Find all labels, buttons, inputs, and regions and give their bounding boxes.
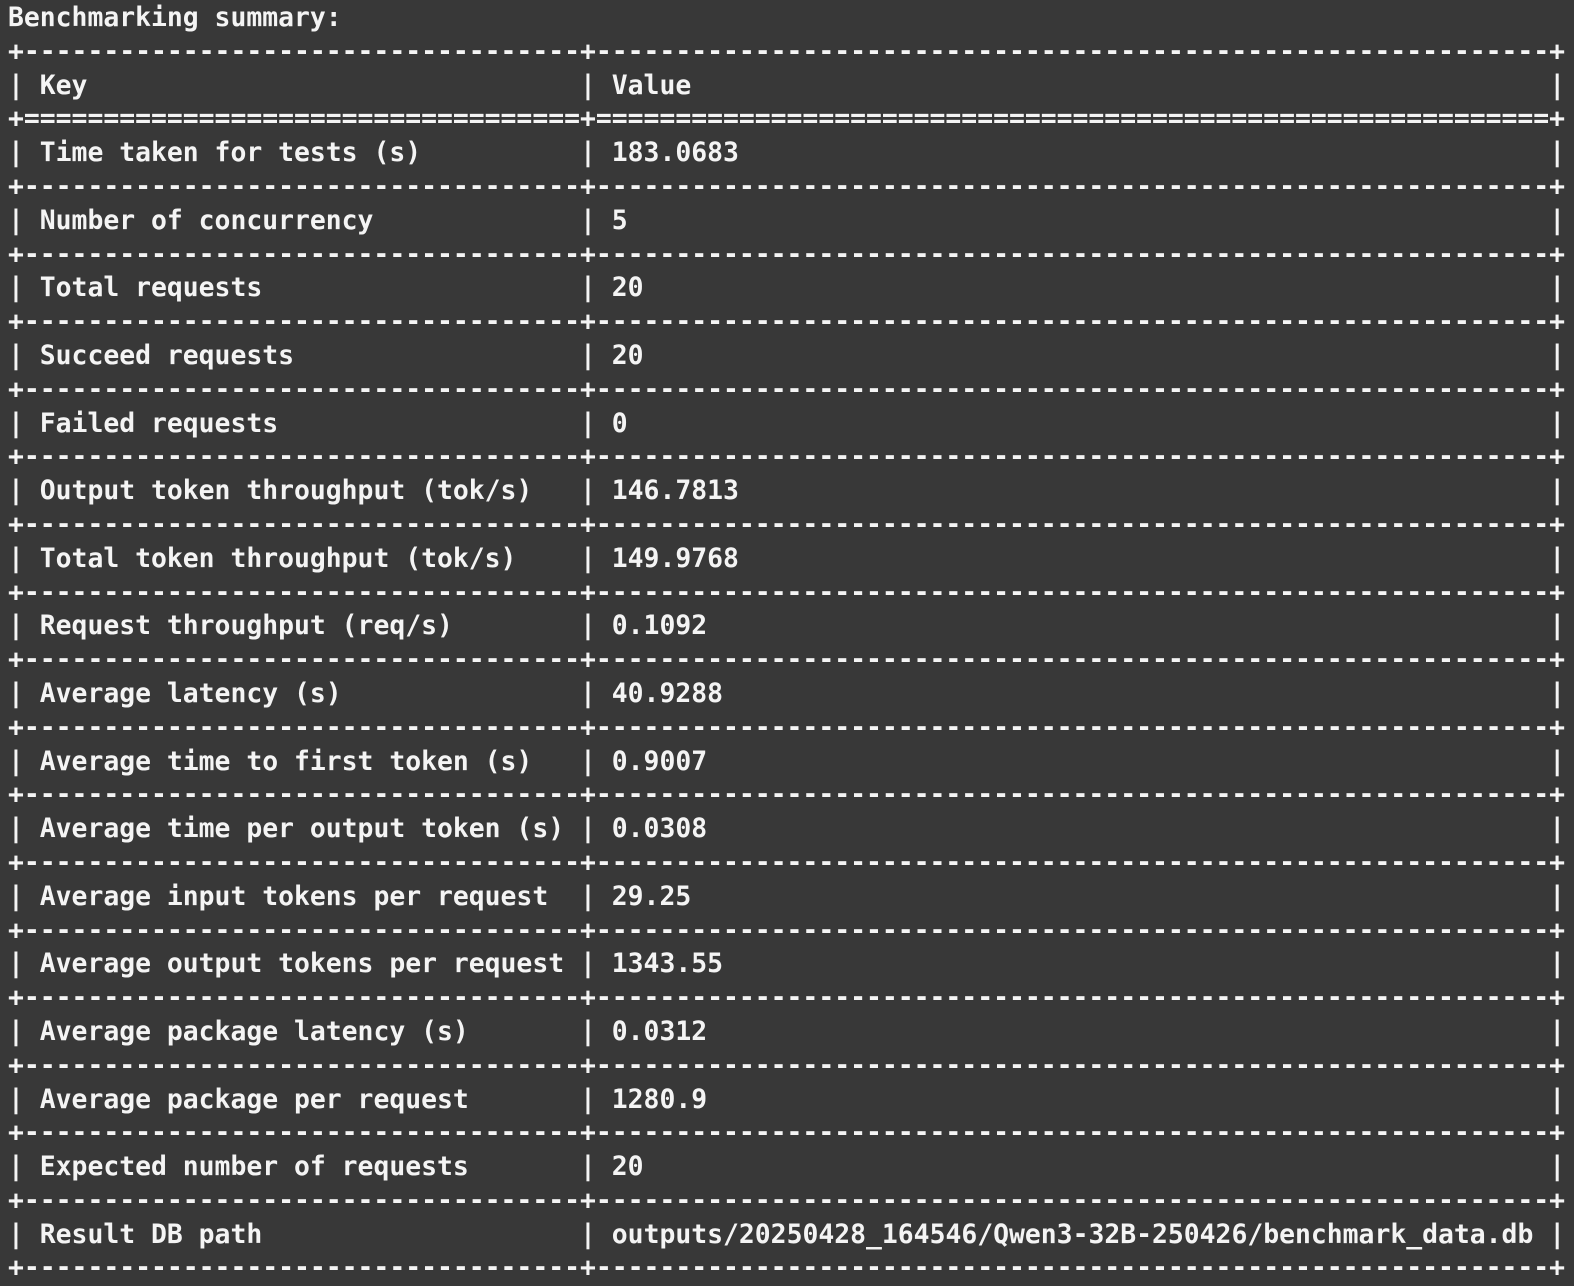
table-header-separator: +===================================+===… [8, 103, 1566, 135]
key-cell: Average time per output token (s) [39, 813, 565, 845]
value-cell: 0.0312 [611, 1015, 708, 1047]
value-cell: 1343.55 [611, 948, 724, 980]
key-cell: Time taken for tests (s) [39, 137, 422, 169]
column-header-value: Value [611, 69, 692, 101]
row-separator: +-----------------------------------+---… [8, 1117, 1566, 1149]
table-top-border: +-----------------------------------+---… [8, 35, 1566, 67]
row-separator: +-----------------------------------+---… [8, 1184, 1566, 1216]
value-cell: 29.25 [611, 880, 692, 912]
row-separator: +-----------------------------------+---… [8, 576, 1566, 608]
key-cell: Output token throughput (tok/s) [39, 475, 533, 507]
key-cell: Total token throughput (tok/s) [39, 542, 517, 574]
benchmark-summary-table: +-----------------------------------+---… [8, 35, 1574, 1285]
table-row: | Time taken for tests (s) | 183.0683 | [8, 137, 1566, 169]
value-cell: outputs/20250428_164546/Qwen3-32B-250426… [611, 1218, 1534, 1250]
key-cell: Succeed requests [39, 339, 294, 371]
value-cell: 20 [611, 1151, 644, 1183]
key-cell: Average package latency (s) [39, 1015, 469, 1047]
table-row: | Request throughput (req/s) | 0.1092 | [8, 610, 1566, 642]
key-cell: Expected number of requests [39, 1151, 469, 1183]
row-separator: +-----------------------------------+---… [8, 1252, 1566, 1284]
table-row: | Average package latency (s) | 0.0312 | [8, 1015, 1566, 1047]
row-separator: +-----------------------------------+---… [8, 170, 1566, 202]
table-row: | Expected number of requests | 20 | [8, 1151, 1566, 1183]
table-row: | Output token throughput (tok/s) | 146.… [8, 475, 1566, 507]
value-cell: 0.1092 [611, 610, 708, 642]
row-separator: +-----------------------------------+---… [8, 441, 1566, 473]
table-row: | Average latency (s) | 40.9288 | [8, 677, 1566, 709]
table-row: | Total requests | 20 | [8, 272, 1566, 304]
value-cell: 183.0683 [611, 137, 739, 169]
key-cell: Number of concurrency [39, 204, 374, 236]
value-cell: 149.9768 [611, 542, 739, 574]
table-row: | Succeed requests | 20 | [8, 339, 1566, 371]
table-row: | Average time per output token (s) | 0.… [8, 813, 1566, 845]
table-row: | Total token throughput (tok/s) | 149.9… [8, 542, 1566, 574]
row-separator: +-----------------------------------+---… [8, 711, 1566, 743]
key-cell: Average package per request [39, 1083, 469, 1115]
table-row: | Failed requests | 0 | [8, 407, 1566, 439]
key-cell: Average time to first token (s) [39, 745, 533, 777]
value-cell: 1280.9 [611, 1083, 708, 1115]
value-cell: 0.9007 [611, 745, 708, 777]
table-row: | Average input tokens per request | 29.… [8, 880, 1566, 912]
row-separator: +-----------------------------------+---… [8, 238, 1566, 270]
key-cell: Average output tokens per request [39, 948, 565, 980]
row-separator: +-----------------------------------+---… [8, 508, 1566, 540]
row-separator: +-----------------------------------+---… [8, 1049, 1566, 1081]
value-cell: 5 [611, 204, 628, 236]
value-cell: 20 [611, 272, 644, 304]
row-separator: +-----------------------------------+---… [8, 306, 1566, 338]
key-cell: Average latency (s) [39, 677, 342, 709]
column-header-key: Key [39, 69, 88, 101]
table-row: | Number of concurrency | 5 | [8, 204, 1566, 236]
value-cell: 40.9288 [611, 677, 724, 709]
value-cell: 20 [611, 339, 644, 371]
key-cell: Request throughput (req/s) [39, 610, 453, 642]
table-header-row: | Key | Value | [8, 69, 1566, 101]
row-separator: +-----------------------------------+---… [8, 914, 1566, 946]
table-row: | Average output tokens per request | 13… [8, 948, 1566, 980]
value-cell: 0.0308 [611, 813, 708, 845]
key-cell: Total requests [39, 272, 263, 304]
table-row: | Average time to first token (s) | 0.90… [8, 745, 1566, 777]
row-separator: +-----------------------------------+---… [8, 779, 1566, 811]
row-separator: +-----------------------------------+---… [8, 846, 1566, 878]
table-row: | Average package per request | 1280.9 | [8, 1083, 1566, 1115]
key-cell: Result DB path [39, 1218, 263, 1250]
table-row: | Result DB path | outputs/20250428_1645… [8, 1218, 1566, 1250]
value-cell: 146.7813 [611, 475, 739, 507]
key-cell: Failed requests [39, 407, 279, 439]
value-cell: 0 [611, 407, 628, 439]
row-separator: +-----------------------------------+---… [8, 644, 1566, 676]
page-title: Benchmarking summary: [8, 2, 342, 33]
row-separator: +-----------------------------------+---… [8, 373, 1566, 405]
key-cell: Average input tokens per request [39, 880, 549, 912]
row-separator: +-----------------------------------+---… [8, 982, 1566, 1014]
